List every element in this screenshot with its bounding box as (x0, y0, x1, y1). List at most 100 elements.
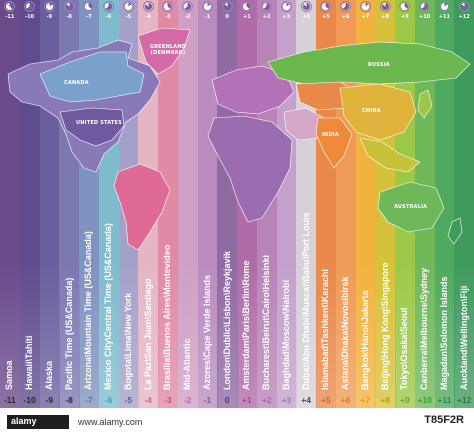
clock-icon (122, 1, 134, 12)
bottom-offset-label: -5 (124, 395, 133, 405)
clock-icon (359, 1, 371, 12)
top-offset-label: -4 (145, 14, 151, 20)
usa-shape (59, 107, 125, 147)
clock-icon (103, 1, 115, 12)
top-offset-label: +4 (302, 14, 310, 20)
watermark-logo: alamy (7, 415, 69, 429)
bottom-offset-label: +2 (261, 395, 272, 405)
clock-icon (63, 1, 75, 12)
southeast-asia-shape (359, 137, 421, 173)
bottom-offset-label: -11 (3, 395, 16, 405)
zone-band (158, 0, 179, 436)
bottom-offset-label: -1 (203, 395, 212, 405)
india-shape (315, 117, 353, 169)
clock-icon (4, 1, 16, 12)
top-offset-label: 0 (225, 14, 229, 20)
label-canada: CANADA (64, 80, 89, 86)
clock-icon (241, 1, 253, 12)
bottom-offset-label: -10 (23, 395, 36, 405)
top-offset-labels: -11 -10 -9 -8 -7 -6 -5 -4 -3 -2 -1 0 +1 +2 +3 +4 +5 +6 +7 +… (0, 14, 474, 22)
top-offset-label: -11 (5, 14, 15, 20)
bottom-offset-label: +6 (340, 395, 351, 405)
zone-band (454, 0, 474, 436)
bottom-offset-label: +5 (321, 395, 331, 405)
clock-icon (458, 1, 470, 12)
label-russia: RUSSIA (368, 62, 390, 68)
top-offset-label: +9 (401, 14, 409, 20)
clock-icon (162, 1, 174, 12)
top-offset-label: +10 (419, 14, 431, 20)
world-map: CANADA UNITED STATES GREENLAND (DENMARK)… (0, 22, 474, 262)
clock-icon (379, 1, 391, 12)
top-offset-label: -10 (25, 14, 35, 20)
top-offset-label: +2 (262, 14, 271, 20)
zone-band (19, 0, 40, 436)
clock-icon (399, 1, 411, 12)
top-offset-label: +1 (243, 14, 251, 20)
top-offset-label: -1 (204, 14, 211, 20)
japan-shape (417, 89, 433, 119)
clock-icon (261, 1, 273, 12)
zone-band (197, 0, 218, 436)
clock-icon (419, 1, 431, 12)
china-shape (339, 83, 417, 141)
clock-icon (201, 1, 213, 12)
clock-icon (280, 1, 292, 12)
top-offset-label: +12 (458, 14, 470, 20)
clock-icon (182, 1, 194, 12)
clock-icon (142, 1, 154, 12)
clock-icon (83, 1, 95, 12)
top-offset-label: -3 (165, 14, 171, 20)
clock-icon (438, 1, 450, 12)
clock-icon (24, 1, 36, 12)
watermark-bar: alamy www.alamy.com T85F2R (0, 408, 474, 436)
clock-icon (340, 1, 352, 12)
top-offset-label: +6 (341, 14, 350, 20)
clock-icons-row (0, 0, 474, 14)
bottom-offset-label: -4 (144, 395, 152, 405)
bottom-offset-labels: -11 -10 -9 -8 -7 -6 -5 -4 -3 -2 -1 0 +1 +2 +3 +4 +5 +6 +7 +… (0, 395, 474, 407)
top-offset-label: -5 (125, 14, 132, 20)
watermark-image-id: T85F2R (424, 414, 464, 426)
bottom-offset-label: +3 (281, 395, 292, 405)
africa-shape (207, 115, 293, 223)
zone-band (276, 0, 297, 436)
clock-icon (221, 1, 233, 12)
europe-shape (211, 65, 295, 115)
bottom-offset-label: +9 (400, 395, 410, 405)
bottom-offset-label: +7 (360, 395, 371, 405)
clock-icon (320, 1, 332, 12)
bottom-offset-label: +4 (301, 395, 311, 405)
zone-band (0, 0, 21, 436)
canada-shape (39, 51, 145, 103)
clock-icon (300, 1, 312, 12)
top-offset-label: +3 (282, 14, 291, 20)
bottom-offset-label: +11 (437, 395, 452, 405)
label-china: CHINA (362, 108, 381, 114)
bottom-offset-label: +1 (242, 395, 252, 405)
greenland-shape (137, 27, 191, 75)
bottom-offset-label: -9 (45, 395, 54, 405)
clock-icon (43, 1, 55, 12)
top-offset-label: +8 (381, 14, 389, 20)
top-offset-label: +11 (438, 14, 450, 20)
top-offset-label: +7 (361, 14, 370, 20)
bottom-offset-label: -6 (104, 395, 113, 405)
bottom-offset-label: -2 (183, 395, 192, 405)
top-offset-label: +5 (322, 14, 330, 20)
top-offset-label: -8 (66, 14, 72, 20)
top-offset-label: -2 (184, 14, 191, 20)
top-offset-label: -6 (105, 14, 112, 20)
bottom-offset-label: -7 (85, 395, 93, 405)
top-offset-label: -7 (86, 14, 92, 20)
bottom-offset-label: -8 (65, 395, 73, 405)
bottom-offset-label: +12 (456, 395, 472, 405)
australia-shape (377, 181, 445, 233)
south-america-shape (113, 163, 171, 251)
watermark-url: www.alamy.com (78, 417, 143, 427)
label-united-states: UNITED STATES (76, 120, 122, 126)
bottom-offset-label: +10 (417, 395, 432, 405)
top-offset-label: -9 (46, 14, 53, 20)
